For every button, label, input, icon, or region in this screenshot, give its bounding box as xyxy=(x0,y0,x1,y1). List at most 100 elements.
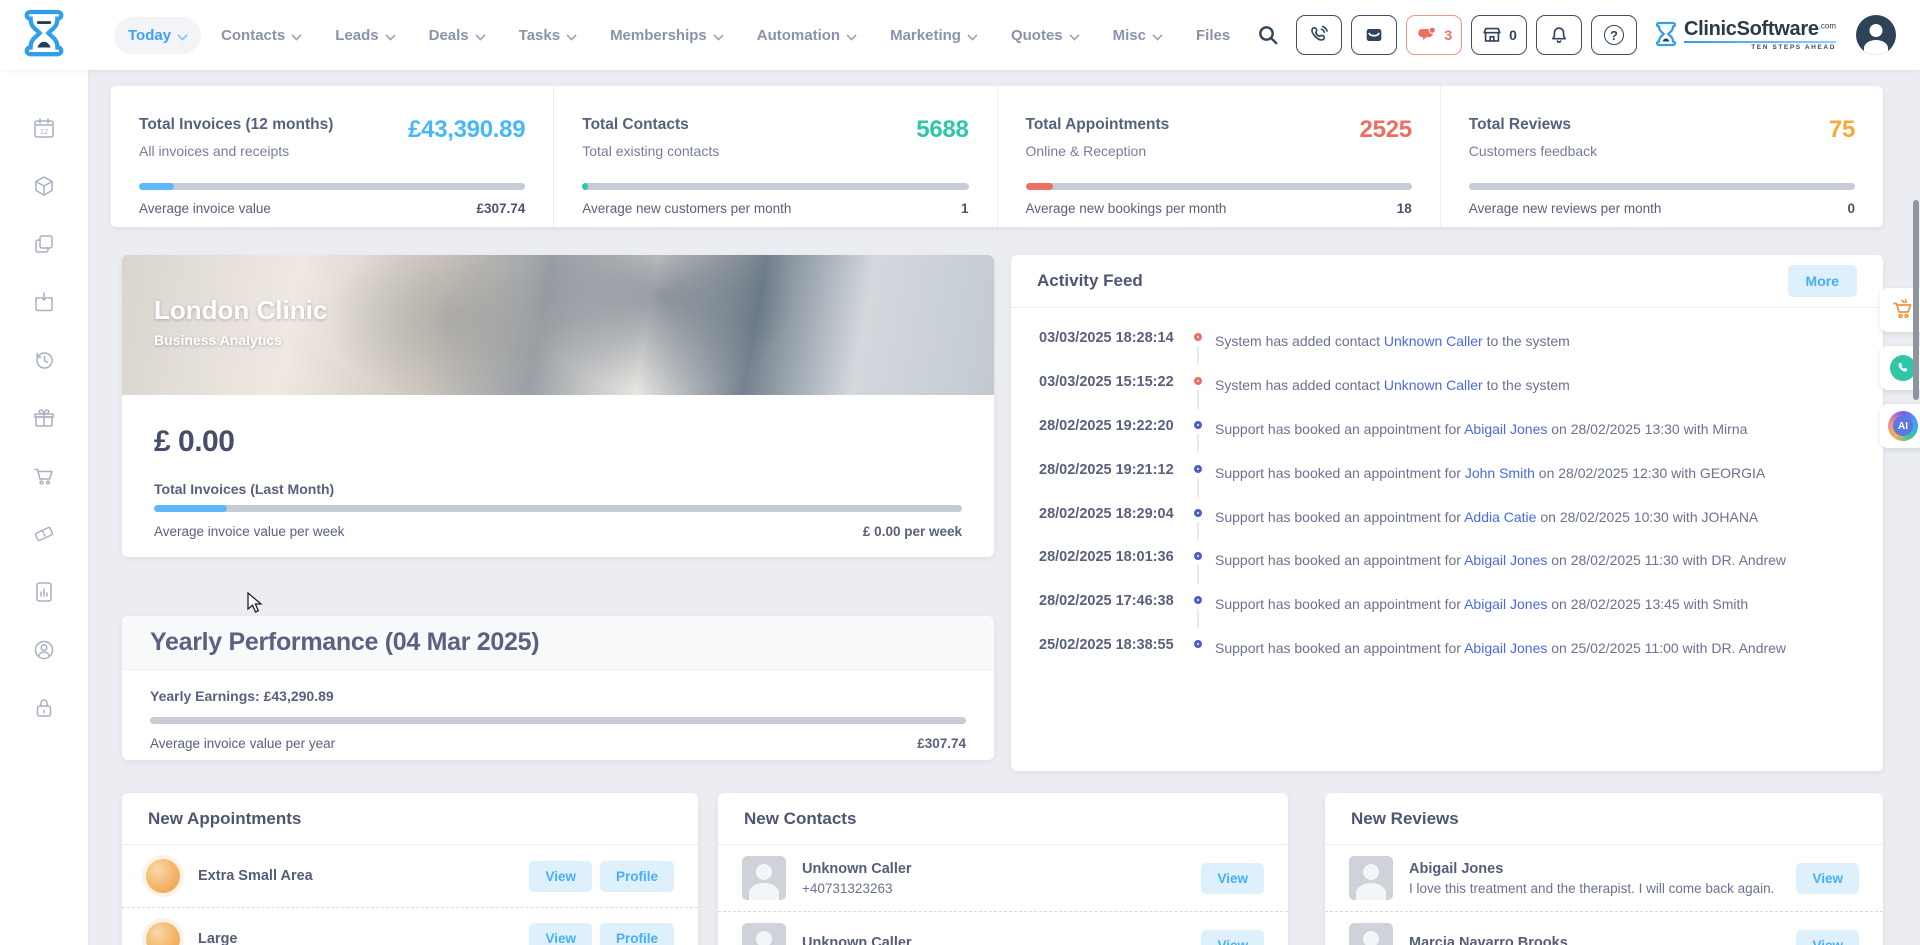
service-name: Large xyxy=(198,930,238,945)
nav-item[interactable]: Marketing xyxy=(876,17,991,54)
feed-timestamp: 28/02/2025 18:29:04 xyxy=(1039,505,1174,522)
timeline xyxy=(1181,374,1215,409)
contact-link[interactable]: John Smith xyxy=(1464,464,1535,481)
view-button[interactable]: View xyxy=(1201,862,1264,894)
package-icon[interactable] xyxy=(32,174,56,198)
report-icon[interactable] xyxy=(32,580,56,604)
search-icon[interactable] xyxy=(1256,23,1280,47)
nav-item[interactable]: Misc xyxy=(1099,17,1176,54)
review-row: Marcia Navarro Brooks View xyxy=(1325,911,1883,945)
contact-link[interactable]: Addia Catie xyxy=(1464,508,1537,525)
view-button[interactable]: View xyxy=(1201,929,1264,945)
store-button[interactable]: 0 xyxy=(1471,15,1527,55)
new-appointments-card: New Appointments Extra Small Area View P… xyxy=(122,793,698,945)
weekly-average-value: £ 0.00 per week xyxy=(862,524,962,539)
profile-button[interactable]: Profile xyxy=(599,860,674,892)
profile-button[interactable]: Profile xyxy=(599,923,674,945)
contact-link[interactable]: Abigail Jones xyxy=(1464,420,1548,437)
activity-feed-title: Activity Feed xyxy=(1037,271,1143,290)
stat-title: Total Appointments xyxy=(1025,116,1170,133)
nav-item[interactable]: Contacts xyxy=(207,17,315,54)
more-button[interactable]: More xyxy=(1787,265,1857,297)
svg-text:12: 12 xyxy=(40,127,48,136)
contact-link[interactable]: Abigail Jones xyxy=(1464,640,1548,657)
feed-timestamp: 03/03/2025 15:15:22 xyxy=(1039,373,1174,390)
last-month-total: £ 0.00 xyxy=(154,425,235,458)
yearly-performance-card: Yearly Performance (04 Mar 2025) Yearly … xyxy=(122,616,994,760)
review-text: I love this treatment and the therapist.… xyxy=(1409,880,1775,896)
contact-link[interactable]: Unknown Caller xyxy=(1383,376,1483,393)
feed-timestamp: 28/02/2025 18:01:36 xyxy=(1039,549,1174,566)
stat-card: Total Reviews Customers feedback 75 Aver… xyxy=(1439,86,1883,227)
nav-item[interactable]: Automation xyxy=(743,17,870,54)
clinicsoftware-brand[interactable]: ClinicSoftware.com TEN STEPS AHEAD xyxy=(1654,19,1836,52)
user-avatar[interactable] xyxy=(1856,15,1896,55)
stat-footer-value: 1 xyxy=(960,201,969,216)
account-icon[interactable] xyxy=(32,638,56,662)
view-button[interactable]: View xyxy=(1796,929,1859,945)
feed-text: Support has booked an appointment for Ab… xyxy=(1215,596,1749,613)
contact-avatar xyxy=(742,856,786,900)
new-contacts-list: Unknown Caller +40731323263 View Unknown… xyxy=(718,845,1288,945)
left-icon-sidebar: 12 xyxy=(0,70,88,945)
nav-item-label: Deals xyxy=(428,26,469,44)
gift-icon[interactable] xyxy=(32,406,56,430)
stat-progress-fill xyxy=(582,183,589,190)
header-actions: 3 0 ? ClinicSoftware.com xyxy=(1256,15,1920,55)
clinicsoftware-logo-icon[interactable] xyxy=(0,8,88,62)
phone-button[interactable] xyxy=(1296,15,1343,55)
chevron-down-icon xyxy=(567,29,576,38)
view-button[interactable]: View xyxy=(1796,862,1859,894)
nav-item[interactable]: Deals xyxy=(415,17,499,54)
notifications-button[interactable] xyxy=(1535,15,1582,55)
inbox-icon xyxy=(1367,29,1382,41)
calendar-icon[interactable]: 12 xyxy=(32,116,56,140)
vertical-scrollbar[interactable] xyxy=(1913,200,1919,400)
calendar-download-icon[interactable] xyxy=(32,290,56,314)
copy-icon[interactable] xyxy=(32,232,56,256)
cart-icon[interactable] xyxy=(32,464,56,488)
inbox-button[interactable] xyxy=(1351,15,1398,55)
feed-timestamp: 28/02/2025 19:21:12 xyxy=(1039,461,1174,478)
activity-feed-item: 25/02/2025 18:38:55 Support has booked a… xyxy=(1039,637,1855,658)
timeline-marker-icon xyxy=(1194,552,1202,561)
chevron-down-icon xyxy=(847,29,856,38)
new-appointments-list: Extra Small Area View Profile Large View… xyxy=(122,845,698,945)
chevron-down-icon xyxy=(714,29,723,38)
chat-button[interactable]: 3 xyxy=(1406,15,1463,55)
view-button[interactable]: View xyxy=(529,923,592,945)
stat-progress-track xyxy=(1025,183,1412,190)
contact-link[interactable]: Unknown Caller xyxy=(1383,333,1483,349)
view-button[interactable]: View xyxy=(529,860,592,892)
voucher-icon[interactable] xyxy=(32,522,56,546)
help-button[interactable]: ? xyxy=(1590,15,1637,55)
chevron-down-icon xyxy=(1153,29,1162,38)
nav-item[interactable]: Files xyxy=(1182,17,1244,54)
yearly-average-value: £307.74 xyxy=(917,736,966,751)
contact-link[interactable]: Abigail Jones xyxy=(1464,552,1548,569)
nav-item[interactable]: Memberships xyxy=(596,17,737,54)
nav-item[interactable]: Leads xyxy=(321,17,408,54)
timeline-marker-icon xyxy=(1194,508,1202,517)
nav-item[interactable]: Today xyxy=(114,16,202,54)
chevron-down-icon xyxy=(178,29,187,38)
banner-subtitle: Business Analytics xyxy=(154,332,282,348)
activity-feed-item: 28/02/2025 17:46:38 Support has booked a… xyxy=(1039,593,1855,629)
review-row: Abigail Jones I love this treatment and … xyxy=(1325,845,1883,911)
timeline xyxy=(1181,637,1215,649)
feed-text: Support has booked an appointment for Ab… xyxy=(1215,640,1787,657)
nav-item[interactable]: Tasks xyxy=(505,17,590,54)
feed-text: System has added contact Unknown Caller … xyxy=(1215,376,1570,393)
timeline-marker-icon xyxy=(1194,376,1202,385)
timeline xyxy=(1181,593,1215,629)
floating-ai-button[interactable]: AI xyxy=(1880,404,1920,448)
stat-progress-fill xyxy=(139,183,174,190)
stat-value: 5688 xyxy=(916,116,969,143)
history-icon[interactable] xyxy=(32,348,56,372)
brand-tagline: TEN STEPS AHEAD xyxy=(1751,43,1836,51)
stat-footer-label: Average invoice value xyxy=(139,201,271,216)
contact-link[interactable]: Abigail Jones xyxy=(1464,596,1548,613)
nav-item[interactable]: Quotes xyxy=(997,17,1093,54)
lock-icon[interactable] xyxy=(32,696,56,720)
stat-footer-value: £307.74 xyxy=(476,201,526,216)
